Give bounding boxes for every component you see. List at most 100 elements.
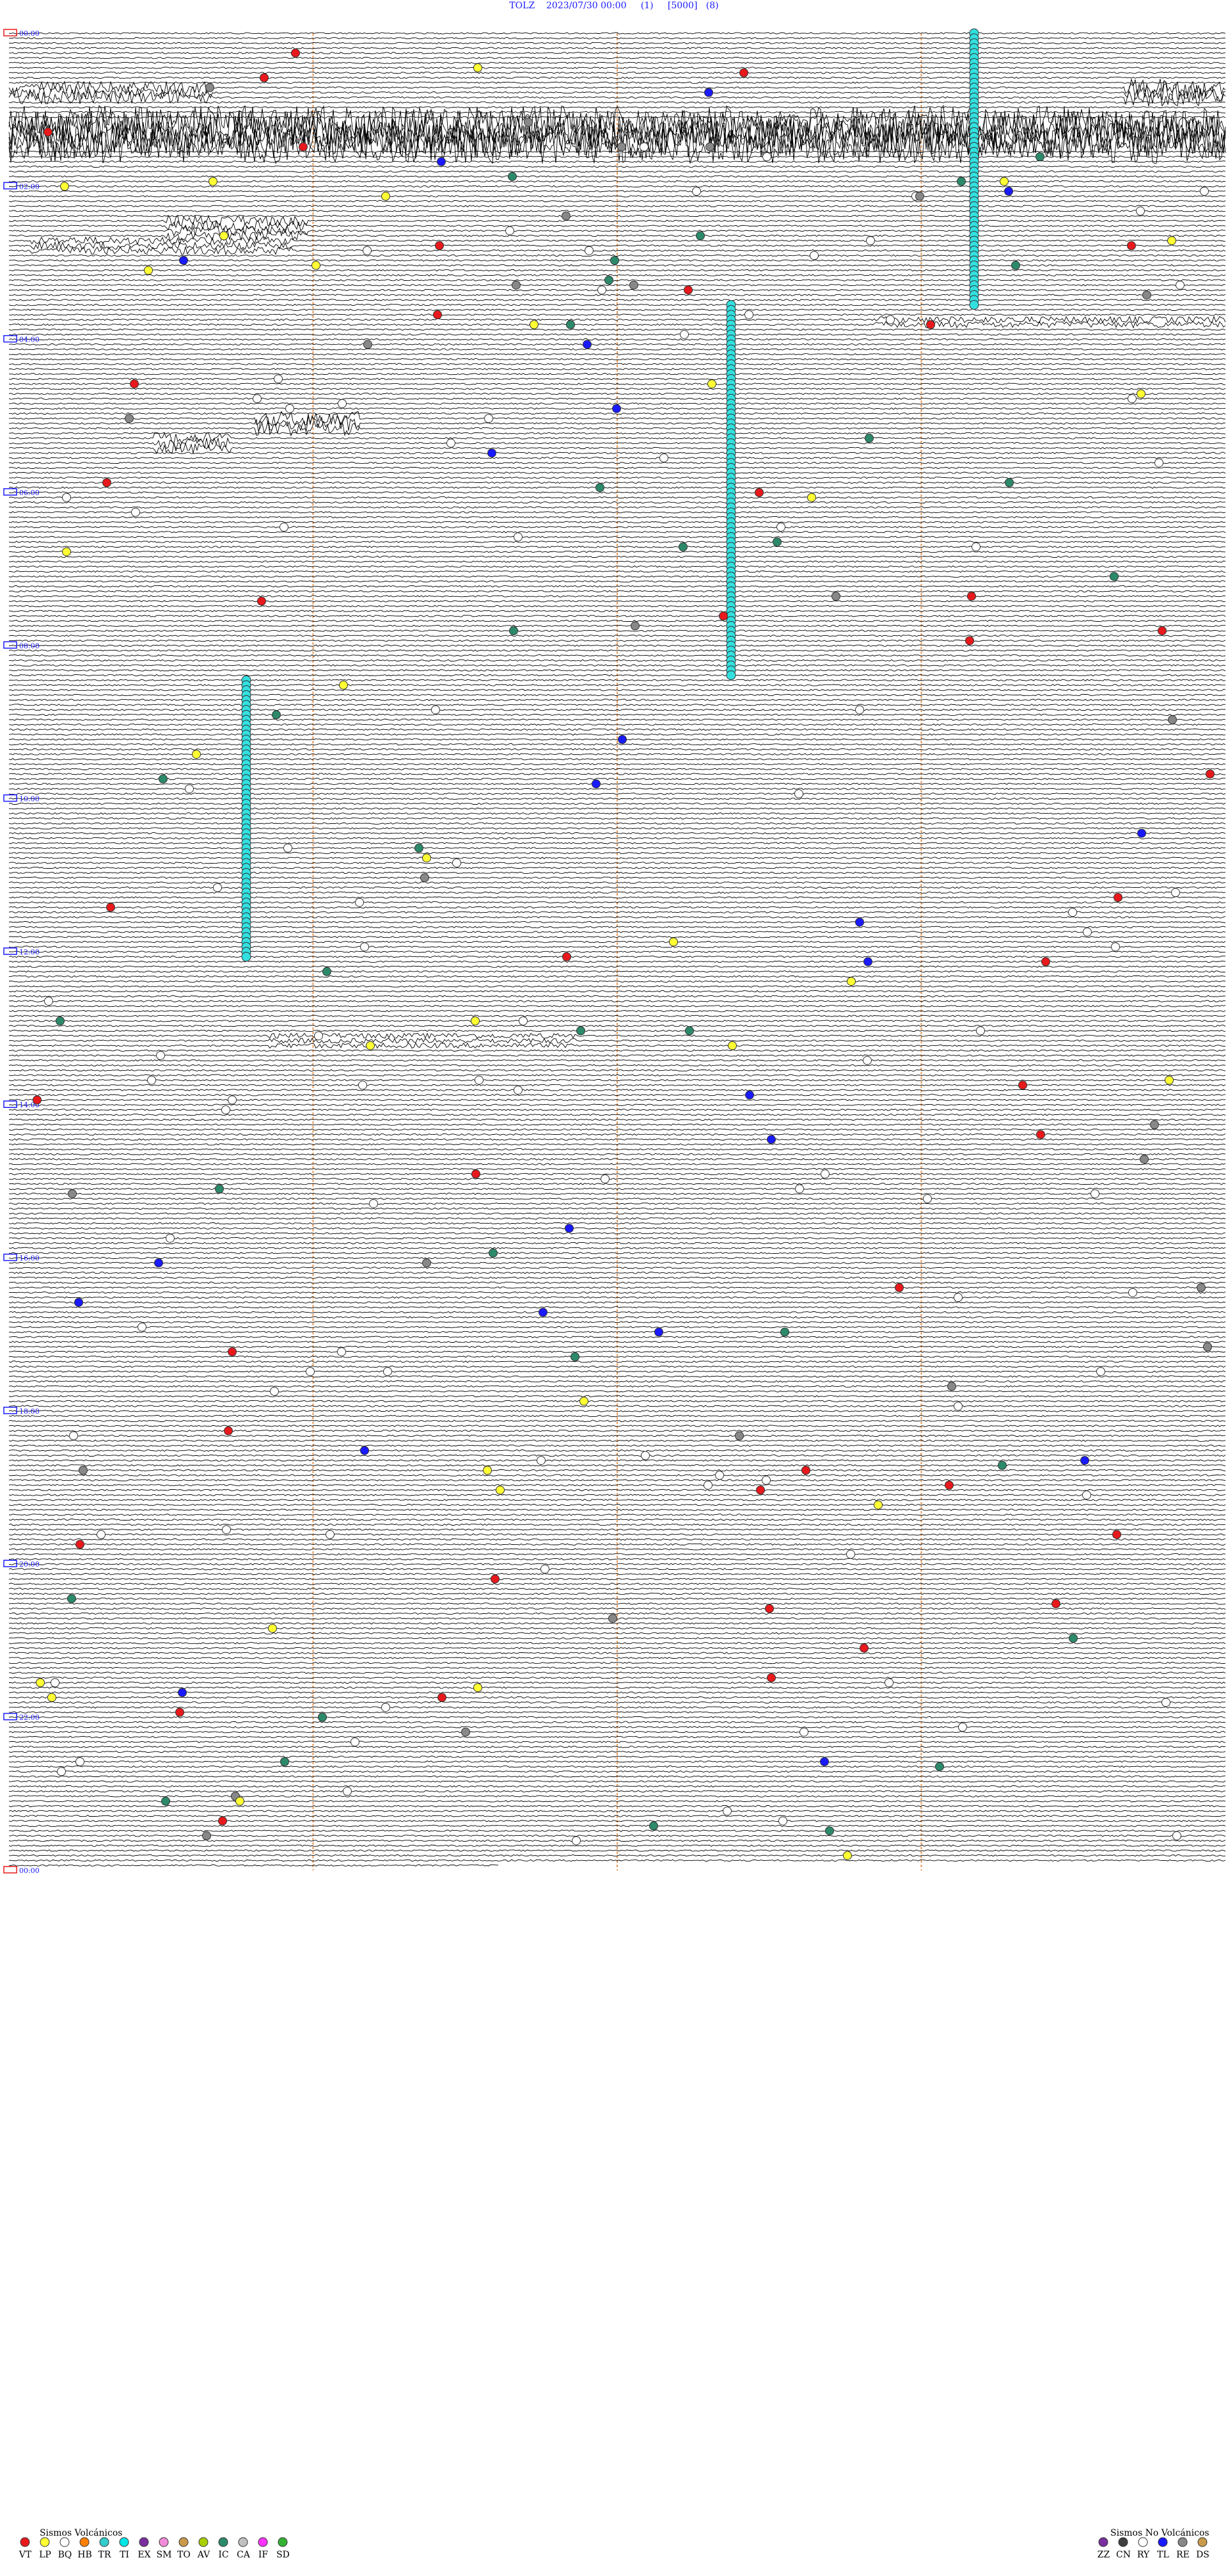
trace-line xyxy=(8,565,1226,568)
seismic-event-marker xyxy=(363,246,372,255)
seismic-event-marker xyxy=(1197,1283,1206,1292)
seismic-event-marker xyxy=(572,1836,581,1845)
trace-line xyxy=(8,1281,1226,1284)
trace-line xyxy=(8,1854,1226,1857)
seismic-event-marker xyxy=(649,1821,658,1831)
trace-line xyxy=(9,1325,1226,1329)
seismic-event-marker xyxy=(487,448,496,458)
trace-line xyxy=(8,1360,1226,1363)
trace-line xyxy=(8,1069,1226,1071)
seismic-event-marker xyxy=(279,523,288,532)
station-code: TOLZ xyxy=(509,1,535,11)
trace-line xyxy=(8,1098,1226,1102)
seismic-event-marker xyxy=(318,1712,327,1722)
seismic-event-marker xyxy=(1158,626,1167,636)
trace-line xyxy=(8,284,1226,287)
trace-line xyxy=(8,1721,1226,1723)
trace-line xyxy=(8,294,1226,296)
trace-line xyxy=(8,1671,1226,1674)
trace-line xyxy=(8,1518,1226,1521)
trace-line xyxy=(8,1414,1226,1418)
trace-line xyxy=(8,1538,1226,1541)
trace-line xyxy=(8,610,1226,612)
trace-line xyxy=(8,1766,1226,1768)
trace-line xyxy=(8,1543,1226,1546)
trace-line xyxy=(8,842,1226,844)
trace-line xyxy=(8,541,1226,543)
trace-line xyxy=(8,165,1226,168)
seismic-event-marker xyxy=(473,63,482,72)
seismic-event-marker xyxy=(224,1426,233,1435)
seismic-event-marker xyxy=(257,596,266,606)
seismic-event-marker xyxy=(205,83,214,92)
seismic-event-marker xyxy=(79,1466,88,1475)
trace-line xyxy=(8,120,1226,155)
trace-line xyxy=(8,1755,1226,1758)
hour-marker-box xyxy=(3,947,17,955)
seismic-event-marker xyxy=(1200,187,1209,196)
seismic-event-marker xyxy=(326,1529,335,1539)
seismic-event-marker xyxy=(175,1707,184,1717)
trace-line xyxy=(8,1079,1226,1082)
seismic-event-marker xyxy=(138,1322,146,1332)
hour-marker-box xyxy=(3,488,17,496)
trace-line xyxy=(8,1207,1226,1210)
seismic-event-marker xyxy=(592,779,601,789)
seismic-event-marker xyxy=(1142,290,1151,300)
trace-line xyxy=(8,595,1226,597)
seismic-event-marker xyxy=(414,843,423,853)
trace-line xyxy=(8,1365,1226,1368)
trace-line xyxy=(8,793,1226,795)
seismic-event-marker xyxy=(915,191,924,201)
volcanic-legend-dot xyxy=(59,2537,70,2547)
trace-line xyxy=(8,1247,1226,1249)
trace-line xyxy=(8,496,1226,499)
trace-line xyxy=(8,320,1226,329)
seismic-event-marker xyxy=(209,177,217,186)
trace-line xyxy=(8,1222,1226,1225)
seismic-event-marker xyxy=(192,750,201,759)
trace-line xyxy=(8,1167,1226,1171)
trace-line xyxy=(8,1252,1226,1254)
event-markers xyxy=(33,48,1215,1860)
trace-line xyxy=(8,328,1226,331)
seismic-event-marker xyxy=(422,853,431,863)
seismic-event-marker xyxy=(144,265,153,275)
seismic-event-marker xyxy=(102,478,111,487)
trace-line xyxy=(8,1726,1226,1728)
trace-line xyxy=(9,372,1226,375)
trace-line xyxy=(8,185,1226,188)
seismic-event-marker xyxy=(60,182,69,191)
trace-line xyxy=(8,1459,1226,1462)
trace-line xyxy=(8,214,1226,217)
legend-volcanic-codes: VT LP BQ HB TR TI EX SM TO AV IC CA IF S… xyxy=(15,2550,293,2560)
seismic-event-marker xyxy=(1051,1599,1060,1608)
volcanic-legend-dot xyxy=(278,2537,288,2547)
trace-line xyxy=(8,1701,1226,1704)
seismic-event-marker xyxy=(807,493,816,502)
seismic-event-marker xyxy=(299,142,308,152)
trace-line xyxy=(8,1513,1226,1516)
legend-code-tl: TL xyxy=(1157,2550,1169,2560)
seismic-event-marker xyxy=(715,1471,724,1480)
trace-line xyxy=(8,1385,1226,1388)
trace-line xyxy=(8,1049,1226,1052)
trace-line xyxy=(8,333,1226,336)
hour-label: 00:00 xyxy=(19,29,40,38)
trace-line xyxy=(8,1148,1226,1151)
trace-line xyxy=(8,67,1226,69)
legend-code-lp: LP xyxy=(39,2550,51,2560)
seismic-event-marker xyxy=(283,843,292,853)
trace-line xyxy=(8,1109,1226,1111)
seismic-event-marker xyxy=(291,48,300,58)
seismic-event-marker xyxy=(433,310,442,319)
seismic-event-marker xyxy=(350,1737,359,1747)
seismic-event-marker xyxy=(505,226,514,235)
volcanic-legend-dot xyxy=(159,2537,169,2547)
trace-line xyxy=(8,42,1226,45)
trace-line xyxy=(8,1005,1226,1007)
trace-line xyxy=(8,130,1226,164)
hour-marker-box xyxy=(3,29,17,36)
trace-line xyxy=(8,797,1226,800)
trace-line xyxy=(8,1370,1226,1373)
